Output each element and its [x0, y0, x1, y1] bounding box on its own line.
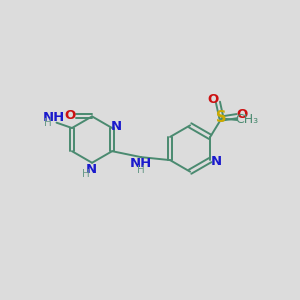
- Text: N: N: [211, 155, 222, 168]
- Text: S: S: [216, 110, 227, 124]
- Text: H: H: [137, 165, 145, 175]
- Text: NH: NH: [130, 157, 152, 170]
- Text: H: H: [44, 118, 52, 128]
- Text: N: N: [85, 163, 96, 176]
- Text: CH₃: CH₃: [235, 113, 258, 127]
- Text: H: H: [82, 169, 89, 179]
- Text: O: O: [207, 93, 218, 106]
- Text: O: O: [65, 109, 76, 122]
- Text: O: O: [237, 108, 248, 121]
- Text: NH: NH: [43, 111, 65, 124]
- Text: N: N: [110, 120, 122, 133]
